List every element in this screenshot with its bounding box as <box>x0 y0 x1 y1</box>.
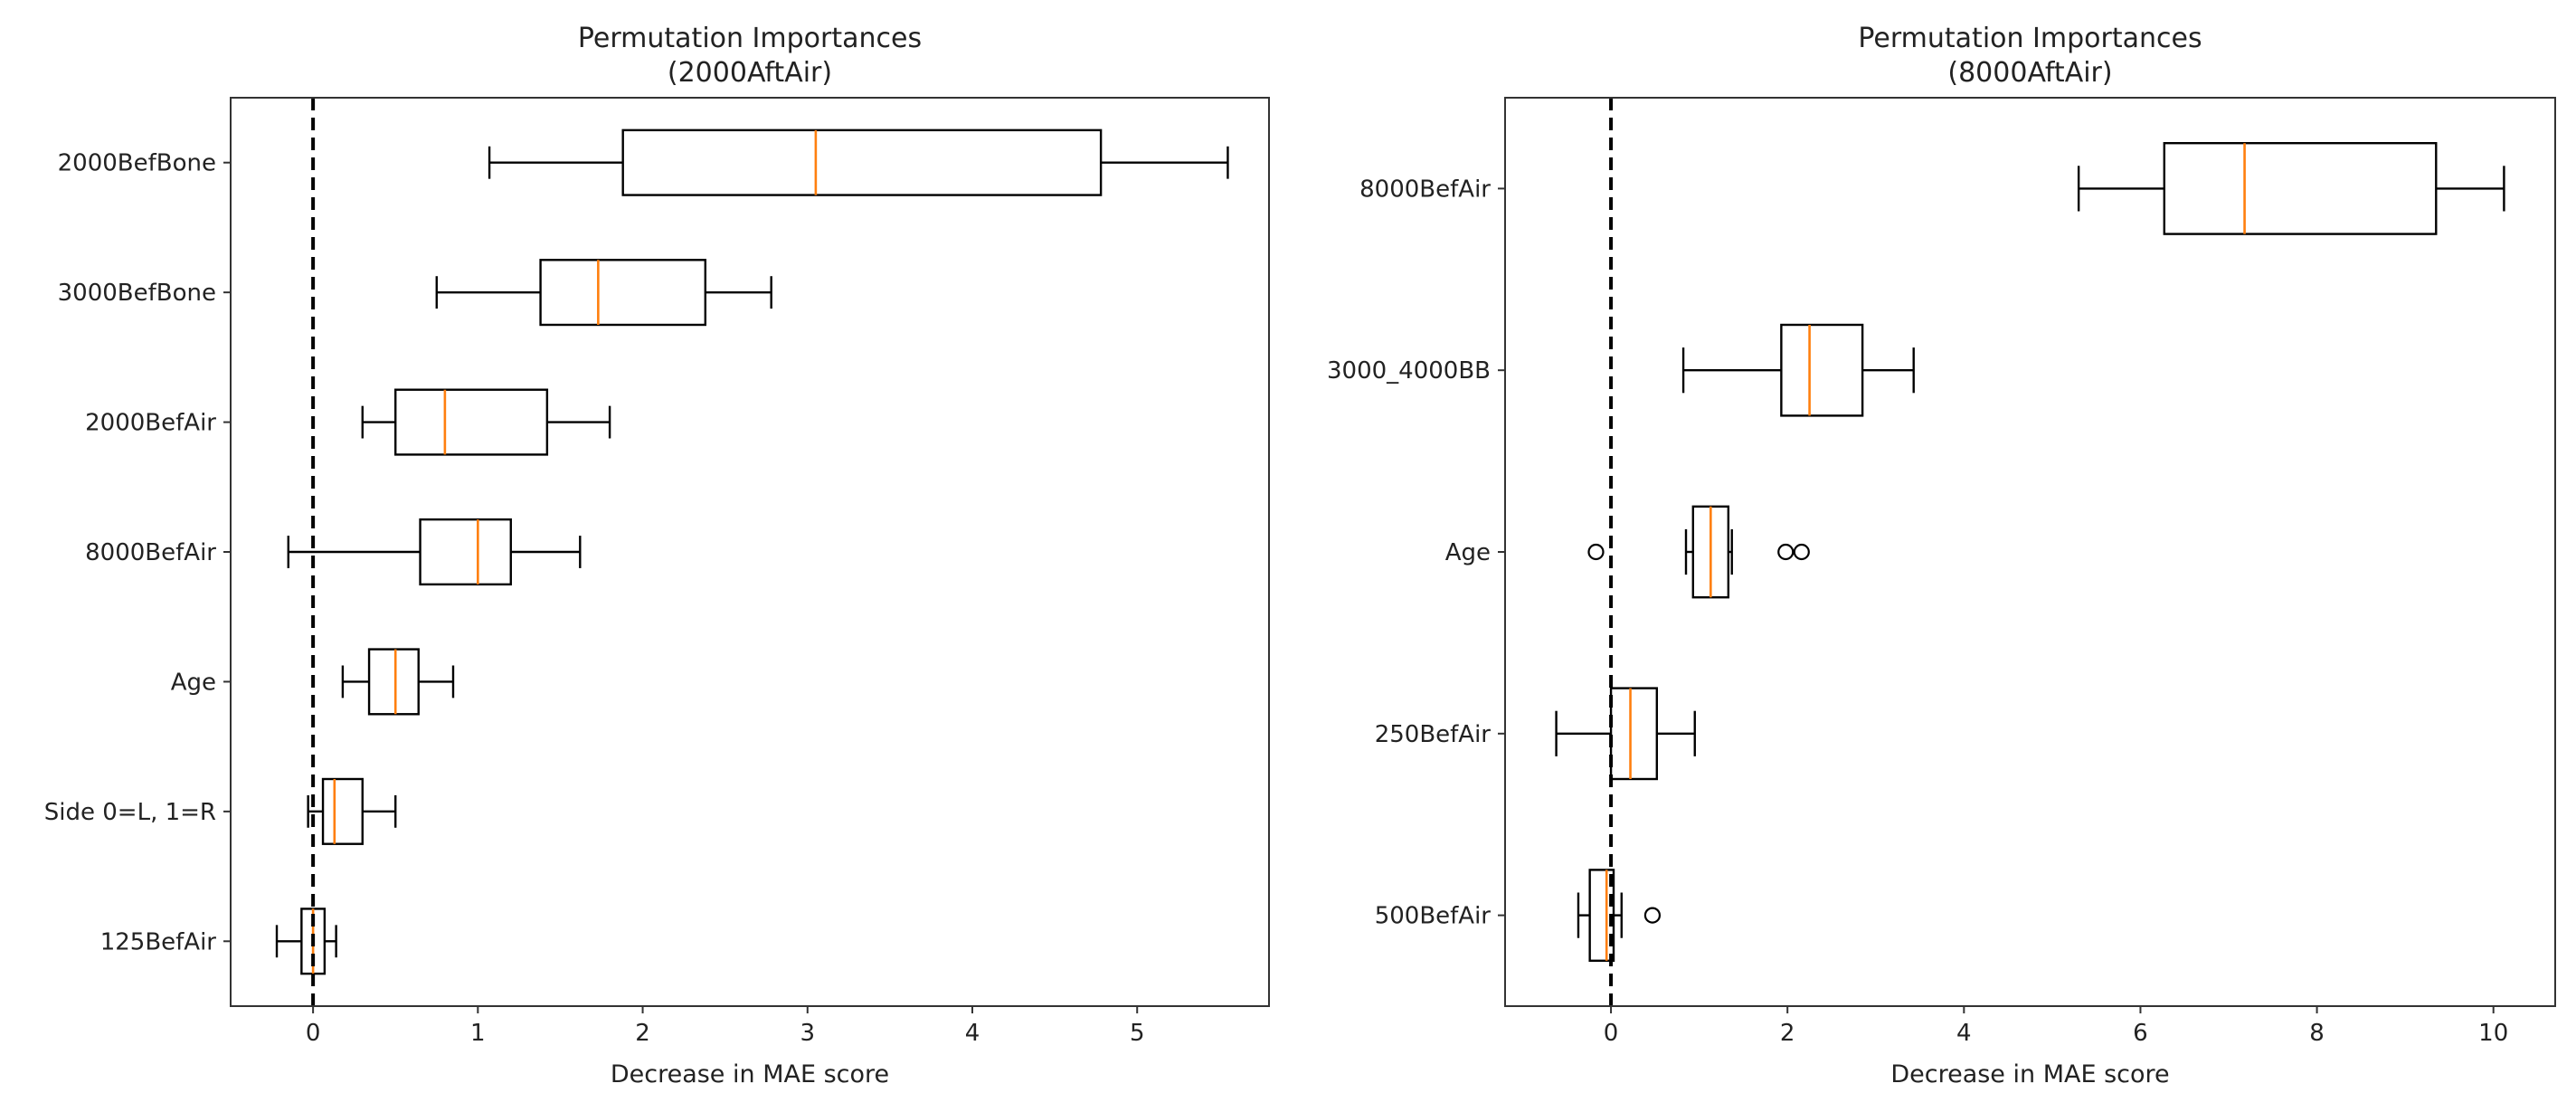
iqr-box <box>367 648 420 716</box>
category-label-2000befair: 2000BefAir <box>85 410 216 437</box>
x-tick-label: 4 <box>965 1020 980 1047</box>
box-125befair <box>275 908 337 975</box>
iqr-box <box>321 777 364 845</box>
x-tick-label: 2 <box>635 1020 650 1047</box>
outlier-point <box>1793 543 1810 561</box>
x-tick-label: 3 <box>800 1020 816 1047</box>
box-8000befair <box>2077 141 2505 235</box>
x-tick-label: 6 <box>2133 1020 2148 1047</box>
x-tick-label: 5 <box>1130 1020 1145 1047</box>
x-axis-label: Decrease in MAE score <box>611 1060 889 1088</box>
x-tick-label: 2 <box>1780 1020 1795 1047</box>
x-tick-label: 10 <box>2478 1020 2508 1047</box>
outlier-point <box>1643 907 1662 924</box>
category-label-age: Age <box>171 669 216 696</box>
box-age <box>1587 505 1810 599</box>
box-3000befbone <box>435 259 772 327</box>
box-age <box>341 648 455 716</box>
outlier-point <box>1587 543 1605 561</box>
x-axis-label: Decrease in MAE score <box>1890 1060 2169 1088</box>
box-2000befbone <box>488 128 1229 196</box>
box-2000befair <box>361 388 611 456</box>
iqr-box <box>1609 687 1659 781</box>
category-label-3000befbone: 3000BefBone <box>58 280 216 307</box>
box-250befair <box>1555 687 1696 781</box>
x-tick-label: 1 <box>470 1020 486 1047</box>
chart-subtitle: (2000AftAir) <box>668 57 832 89</box>
category-label-250befair: 250BefAir <box>1375 721 1492 748</box>
category-label-side-0-l-1-r: Side 0=L, 1=R <box>44 799 216 826</box>
iqr-box <box>2163 141 2438 235</box>
iqr-box <box>1780 323 1864 417</box>
iqr-box <box>539 259 706 327</box>
box-8000befair <box>287 518 582 586</box>
x-tick-label: 0 <box>306 1020 321 1047</box>
category-label-age: Age <box>1445 539 1491 566</box>
category-label-500befair: 500BefAir <box>1375 903 1492 930</box>
x-tick-label: 4 <box>1956 1020 1972 1047</box>
iqr-box <box>419 518 512 586</box>
iqr-box <box>1588 869 1615 963</box>
chart-8000aftair: Permutation Importances(8000AftAir) 8000B… <box>1327 23 2556 1088</box>
box-side-0-l-1-r <box>307 777 397 845</box>
x-tick-label: 8 <box>2309 1020 2325 1047</box>
chart-title: Permutation Importances <box>578 23 922 54</box>
iqr-box <box>394 388 549 456</box>
iqr-box <box>621 128 1103 196</box>
box-3000-4000bb <box>1681 323 1915 417</box>
chart-subtitle: (8000AftAir) <box>1947 57 2112 89</box>
category-label-3000-4000bb: 3000_4000BB <box>1327 357 1491 385</box>
category-label-8000befair: 8000BefAir <box>85 539 216 566</box>
category-label-125befair: 125BefAir <box>100 928 217 955</box>
chart-2000aftair: Permutation Importances(2000AftAir) 2000B… <box>44 23 1270 1088</box>
outlier-point <box>1777 543 1795 561</box>
box-500befair <box>1577 869 1662 963</box>
chart-title: Permutation Importances <box>1858 23 2202 54</box>
category-label-2000befbone: 2000BefBone <box>58 150 216 177</box>
x-tick-label: 0 <box>1604 1020 1619 1047</box>
category-label-8000befair: 8000BefAir <box>1359 176 1491 203</box>
